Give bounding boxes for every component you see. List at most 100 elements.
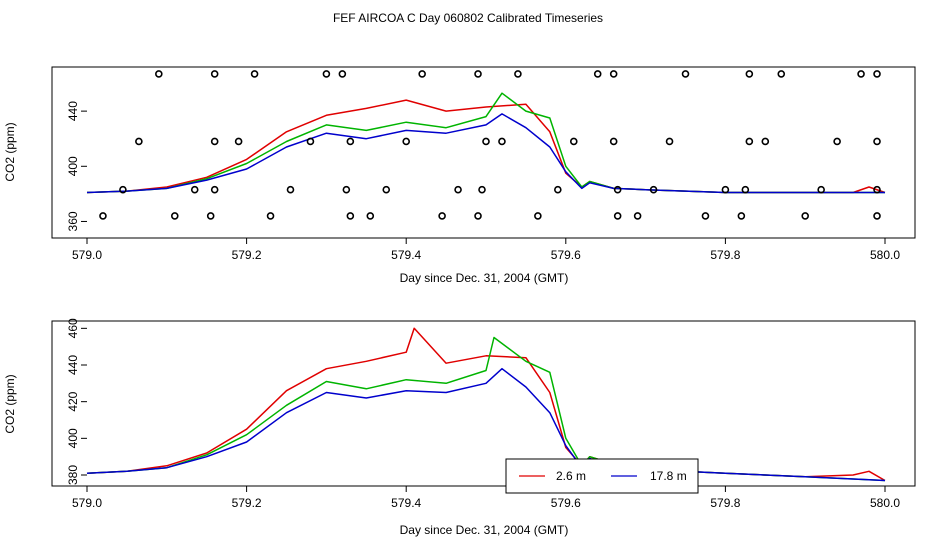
series-line-2-6-m (86, 327, 886, 482)
top-y-axis-label: CO2 (ppm) (3, 122, 17, 181)
sample-marker (210, 185, 219, 194)
sample-marker (474, 70, 482, 78)
sample-marker (817, 185, 825, 194)
sample-marker (665, 137, 674, 146)
sample-marker (402, 137, 411, 146)
sample-marker (346, 212, 355, 220)
sample-marker (498, 137, 506, 146)
y-tick-label: 400 (66, 156, 80, 176)
sample-marker (741, 185, 750, 194)
sample-marker (873, 70, 881, 78)
sample-marker (155, 70, 163, 78)
y-tick-label: 380 (66, 465, 80, 485)
sample-marker (119, 185, 127, 194)
sample-marker (613, 185, 622, 194)
sample-marker (613, 212, 622, 220)
y-tick-label: 440 (66, 355, 80, 375)
y-tick-label: 420 (66, 391, 80, 411)
sample-marker (99, 212, 107, 220)
y-tick-label: 440 (66, 101, 80, 121)
sample-marker (761, 137, 770, 146)
top-panel: Day since Dec. 31, 2004 (GMT) CO2 (ppm) … (3, 66, 916, 285)
sample-marker (873, 185, 881, 194)
sample-marker (745, 70, 754, 78)
x-tick-label: 580.0 (870, 248, 900, 262)
sample-marker (633, 212, 642, 220)
sample-marker (569, 137, 578, 146)
sample-marker (250, 70, 259, 78)
sample-marker (701, 212, 710, 220)
sample-marker (454, 185, 462, 194)
sample-marker (266, 212, 275, 220)
legend-label-17-8m: 17.8 m (650, 469, 687, 483)
sample-marker (482, 137, 490, 146)
top-y-ticks: 360 400 440 (66, 101, 87, 231)
x-tick-label: 579.2 (232, 248, 262, 262)
sample-marker (338, 70, 347, 78)
sample-marker (438, 212, 446, 220)
x-tick-label: 579.6 (551, 496, 581, 510)
sample-marker (382, 185, 391, 194)
x-tick-label: 579.8 (710, 496, 740, 510)
sample-marker (737, 212, 746, 220)
sample-marker (777, 70, 786, 78)
bottom-plot-frame (51, 320, 916, 487)
sample-marker (721, 185, 730, 194)
sample-marker (801, 212, 810, 220)
bottom-x-ticks: 579.0 579.2 579.4 579.6 579.8 580.0 (72, 486, 900, 510)
legend: 2.6 m 17.8 m (505, 458, 699, 494)
sample-marker (478, 185, 486, 194)
top-x-ticks: 579.0 579.2 579.4 579.6 579.8 580.0 (72, 238, 900, 262)
x-tick-label: 579.2 (232, 496, 262, 510)
sample-marker (306, 137, 315, 146)
sample-marker (322, 70, 331, 78)
sample-marker (681, 70, 690, 78)
sample-marker (554, 185, 562, 194)
x-tick-label: 579.8 (710, 248, 740, 262)
sample-marker (210, 137, 219, 146)
sample-marker (514, 70, 522, 78)
sample-marker (609, 70, 618, 78)
sample-marker (609, 137, 618, 146)
x-tick-label: 579.4 (391, 496, 421, 510)
bottom-y-ticks: 380 400 420 440 460 (66, 318, 87, 485)
series-line-17-8-m (86, 367, 886, 482)
sample-marker (873, 137, 881, 146)
figure-title: FEF AIRCOA C Day 060802 Calibrated Times… (333, 11, 603, 25)
bottom-x-axis-label: Day since Dec. 31, 2004 (GMT) (400, 523, 569, 537)
sample-marker (190, 185, 199, 194)
sample-marker (135, 137, 143, 146)
sample-marker (234, 137, 243, 146)
top-series-group (86, 92, 886, 194)
legend-label-2-6m: 2.6 m (556, 469, 586, 483)
y-tick-label: 400 (66, 428, 80, 448)
x-tick-label: 579.6 (551, 248, 581, 262)
sample-marker (170, 212, 179, 220)
top-x-axis-label: Day since Dec. 31, 2004 (GMT) (400, 271, 569, 285)
bottom-series-group (86, 327, 886, 482)
sample-marker (286, 185, 295, 194)
x-tick-label: 580.0 (870, 496, 900, 510)
series-line-blue (86, 113, 885, 194)
sample-marker (534, 212, 542, 220)
sample-marker (366, 212, 375, 220)
sample-marker (649, 185, 658, 194)
sample-marker (873, 212, 881, 220)
y-tick-label: 360 (66, 211, 80, 231)
sample-marker (206, 212, 215, 220)
sample-marker (474, 212, 482, 220)
x-tick-label: 579.4 (391, 248, 421, 262)
y-tick-label: 460 (66, 318, 80, 338)
x-tick-label: 579.0 (72, 248, 102, 262)
sample-marker (210, 70, 219, 78)
sample-marker (342, 185, 351, 194)
series-line-green (86, 336, 886, 482)
sample-marker (857, 70, 865, 78)
x-tick-label: 579.0 (72, 496, 102, 510)
bottom-y-axis-label: CO2 (ppm) (3, 374, 17, 433)
top-plot-frame (51, 66, 916, 239)
sample-marker (593, 70, 602, 78)
sample-marker (346, 137, 355, 146)
bottom-panel: Day since Dec. 31, 2004 (GMT) CO2 (ppm) … (3, 318, 916, 537)
